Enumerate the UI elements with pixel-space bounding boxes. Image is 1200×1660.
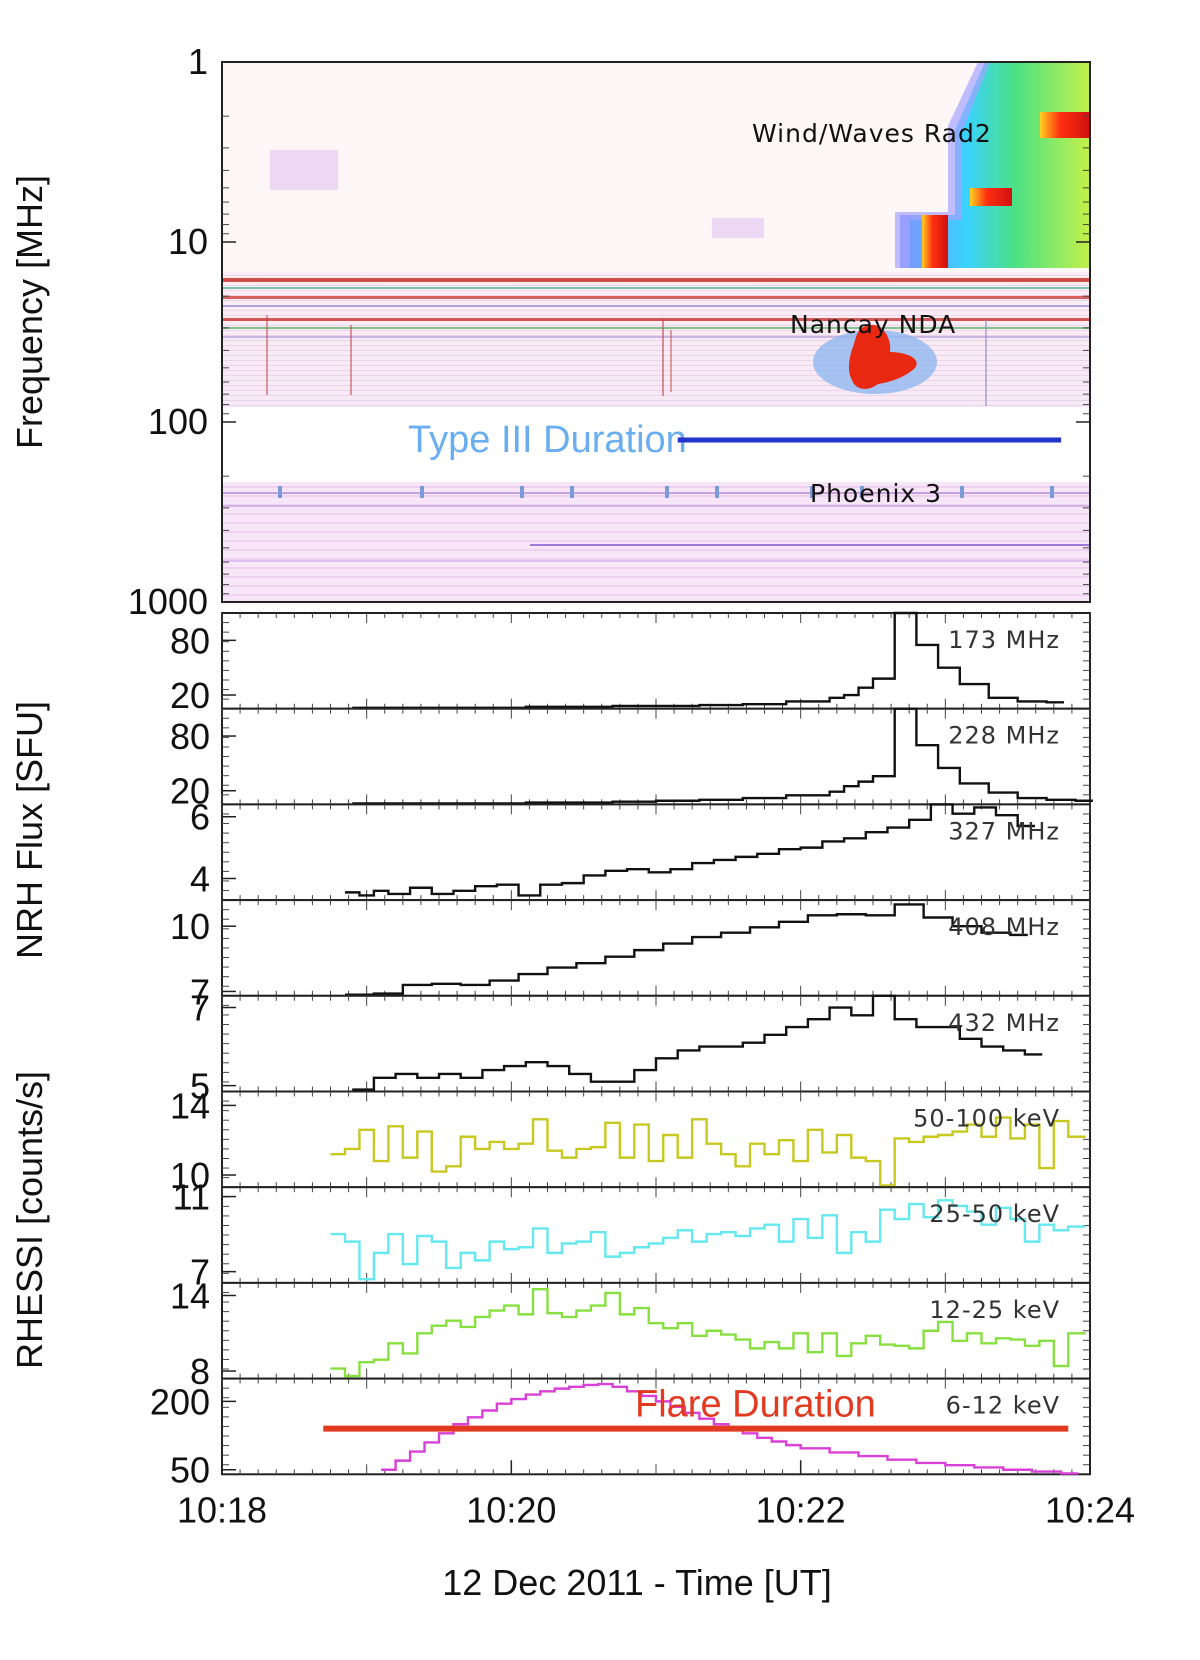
- flare-duration-text: Flare Duration: [635, 1384, 876, 1426]
- panel-tick-label: 10: [170, 1155, 210, 1196]
- phoenix-line-3: [530, 544, 1090, 546]
- panel-432-mhz: 7 5 432 MHz: [190, 988, 1091, 1107]
- panel-label: 432 MHz: [948, 1009, 1060, 1037]
- series-line: [352, 707, 1093, 805]
- panel-408-mhz: 10 7 408 MHz: [170, 899, 1091, 1012]
- nda-vline-2: [350, 325, 352, 395]
- nda-rfi-6: [222, 327, 1090, 329]
- nda-vline-4: [670, 330, 672, 392]
- panel-6-12-kev: 200 50 6-12 keV Flare Duration: [150, 1377, 1091, 1491]
- panel-tick-label: 4: [190, 858, 210, 899]
- panel-25-50-kev: 11 7 25-50 keV: [173, 1177, 1091, 1293]
- panel-tick-label: 80: [170, 620, 210, 661]
- panel-tick-label: 6: [190, 797, 210, 838]
- phoenix-dots: [278, 486, 1054, 498]
- spectrogram-frame: [221, 61, 1091, 603]
- panel-tick-label: 80: [170, 716, 210, 757]
- rhessi-axis-label: RHESSI [counts/s]: [9, 1071, 50, 1369]
- panel-tick-label: 10: [170, 906, 210, 947]
- spectrogram-tick-label: 100: [148, 401, 208, 442]
- type-iii-annotation-text: Type III Duration: [408, 419, 687, 461]
- panel-label: 408 MHz: [948, 913, 1060, 941]
- wind-burst-hot-3: [922, 215, 948, 268]
- series-line: [344, 803, 1036, 897]
- instrument-label-phoenix: Phoenix 3: [810, 479, 942, 508]
- series-line: [352, 611, 1064, 709]
- panel-label: 173 MHz: [948, 626, 1060, 654]
- wind-faint-blob-2: [712, 218, 764, 238]
- panel-tick-label: 14: [170, 1275, 210, 1316]
- panel-label: 12-25 keV: [929, 1296, 1060, 1324]
- panel-tick-label: 20: [170, 675, 210, 716]
- panel-228-mhz: 80 20 228 MHz: [170, 707, 1093, 812]
- spectrogram-tick-label: 1000: [128, 581, 208, 622]
- nda-vline-3: [662, 318, 664, 396]
- nda-rfi-5: [222, 318, 1090, 321]
- phoenix-line-2: [222, 505, 1090, 507]
- nrh-axis-label: NRH Flux [SFU]: [9, 701, 50, 959]
- panel-label: 25-50 keV: [929, 1200, 1060, 1228]
- x-axis-ticks: 10:18 10:20 10:22 10:24: [177, 1460, 1135, 1530]
- phoenix-line-4: [222, 560, 1090, 562]
- nda-vline-1: [266, 315, 268, 395]
- series-line: [352, 994, 1043, 1091]
- series-line: [330, 1199, 1086, 1281]
- panel-label: 327 MHz: [948, 817, 1060, 845]
- nda-rfi-7: [222, 336, 1090, 338]
- x-tick-label: 10:20: [466, 1489, 556, 1530]
- panel-frame: [221, 612, 1091, 710]
- spectrogram-y-ticks: 1 10 100 1000: [128, 41, 1090, 622]
- nda-stripes: [222, 272, 1090, 407]
- spectrogram-tick-label: 10: [168, 221, 208, 262]
- wind-burst-hot-1: [1040, 112, 1090, 138]
- panel-label: 6-12 keV: [946, 1392, 1060, 1420]
- phoenix-band: [222, 482, 1090, 602]
- panel-173-mhz: 80 20 173 MHz: [170, 611, 1091, 716]
- panel-tick-label: 11: [173, 1177, 210, 1218]
- panel-327-mhz: 6 4 327 MHz: [190, 797, 1091, 902]
- instrument-label-nda: Nancay NDA: [790, 310, 956, 339]
- x-tick-label: 10:18: [177, 1489, 267, 1530]
- wind-burst-envelope-outer: [895, 62, 990, 268]
- phoenix-line-1: [222, 492, 1090, 494]
- panel-tick-label: 20: [170, 771, 210, 812]
- series-line: [344, 903, 1028, 996]
- wind-burst-hot-2: [970, 188, 1012, 206]
- nda-burst-core: [848, 324, 917, 389]
- panel-tick-label: 200: [150, 1381, 210, 1422]
- panel-tick-label: 50: [170, 1450, 210, 1491]
- phoenix-gap: [222, 407, 1090, 482]
- nda-rfi-1: [222, 278, 1090, 282]
- x-tick-label: 10:22: [756, 1489, 846, 1530]
- panel-tick-label: 7: [190, 971, 210, 1012]
- nda-rfi-2: [222, 287, 1090, 289]
- nda-vline-5: [985, 320, 987, 406]
- panel-tick-label: 14: [170, 1085, 210, 1126]
- spectrogram-panel: 1 10 100 1000 Wind/Waves Rad2 Nancay NDA Ph…: [128, 41, 1091, 622]
- nda-rfi-4: [222, 305, 1090, 307]
- panel-tick-label: 8: [190, 1351, 210, 1392]
- panel-tick-label: 7: [190, 1252, 210, 1293]
- series-line: [330, 1116, 1086, 1187]
- panel-12-25-kev: 14 8 12-25 keV: [170, 1275, 1091, 1392]
- x-axis-label: 12 Dec 2011 - Time [UT]: [442, 1562, 831, 1603]
- panel-50-100-kev: 14 10 50-100 keV: [170, 1085, 1091, 1196]
- series-line: [381, 1382, 1079, 1475]
- instrument-label-wind: Wind/Waves Rad2: [752, 119, 992, 148]
- panel-tick-label: 5: [190, 1066, 210, 1107]
- series-line: [330, 1288, 1086, 1378]
- wind-faint-blob: [270, 150, 338, 190]
- frequency-axis-label: Frequency [MHz]: [9, 175, 50, 449]
- x-tick-label: 10:24: [1045, 1489, 1135, 1530]
- nda-rfi-3: [222, 296, 1090, 299]
- panel-frame: [221, 899, 1091, 997]
- panel-label: 228 MHz: [948, 722, 1060, 750]
- panel-label: 50-100 keV: [913, 1105, 1060, 1133]
- panel-tick-label: 7: [190, 988, 210, 1029]
- spectrogram-tick-label: 1: [188, 41, 208, 82]
